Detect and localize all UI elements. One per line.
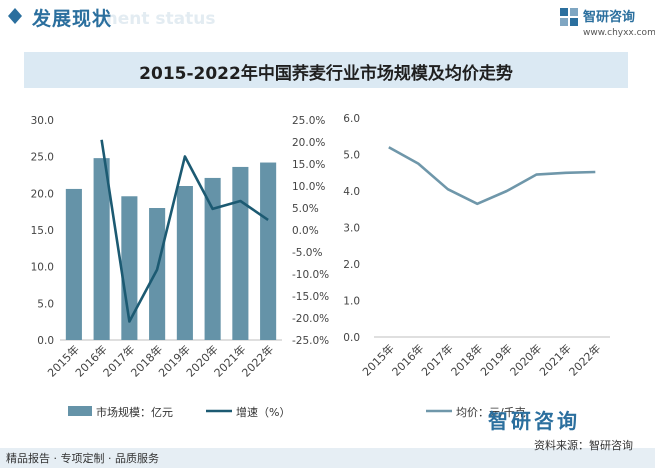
bar-market-size — [260, 162, 277, 340]
legend-label-growth: 增速（%） — [236, 406, 291, 419]
price-chart: 0.0 1.0 2.0 3.0 4.0 5.0 6.0 2015年2016年2017年2018… — [343, 113, 610, 379]
legend-label-market-size: 市场规模：亿元 — [96, 406, 173, 419]
brand-name: 智研咨询 — [583, 10, 636, 25]
bar-market-size — [176, 186, 193, 340]
page-title: 发展现状 — [32, 8, 113, 30]
bar-market-size — [93, 158, 110, 340]
y-right-tick-label: -20.0% — [292, 313, 329, 325]
y-tick-label: 1.0 — [343, 296, 360, 308]
price-line — [388, 146, 596, 206]
bar-market-size — [121, 196, 138, 340]
y-left-tick-label: 5.0 — [37, 298, 54, 310]
y-left-tick-label: 15.0 — [31, 225, 54, 237]
brand-url: www.chyxx.com — [583, 28, 655, 38]
y-right-tick-label: 15.0% — [292, 159, 325, 171]
x-tick-label: 2015年 — [359, 341, 396, 378]
brand-logo-icon — [560, 8, 578, 26]
bar-market-size — [149, 208, 166, 340]
x-tick-label: 2017年 — [418, 341, 455, 378]
y-right-tick-label: 25.0% — [292, 115, 325, 127]
growth-rate-line — [100, 139, 269, 323]
legend-swatch-growth — [206, 409, 232, 413]
x-tick-label: 2018年 — [448, 341, 485, 378]
y-left-tick-label: 25.0 — [31, 152, 54, 164]
y-left-tick-label: 30.0 — [31, 115, 54, 127]
diamond-icon — [8, 8, 22, 24]
footer-slogan: 精品报告 · 专项定制 · 品质服务 — [6, 452, 159, 465]
x-tick-label: 2016年 — [389, 341, 426, 378]
x-tick-label: 2021年 — [536, 341, 573, 378]
y-right-tick-label: -15.0% — [292, 291, 329, 303]
y-tick-label: 4.0 — [343, 186, 360, 198]
x-tick-label: 2022年 — [239, 342, 276, 379]
market-size-chart: 0.0 5.0 10.0 15.0 20.0 25.0 30.0 -25.0% -20.0% -1… — [31, 115, 330, 380]
source-note: 资料来源：智研咨询 — [534, 439, 633, 452]
x-tick-label: 2019年 — [477, 341, 514, 378]
y-tick-label: 5.0 — [343, 150, 360, 162]
y-right-tick-label: 0.0% — [292, 225, 319, 237]
y-right-tick-label: -5.0% — [292, 247, 322, 259]
legend-swatch-bar — [68, 406, 92, 416]
chart-title-box — [24, 52, 628, 88]
y-tick-label: 3.0 — [343, 223, 360, 235]
header-ghost-text: ment status — [100, 9, 216, 29]
y-tick-label: 2.0 — [343, 259, 360, 271]
legend-label-price: 均价：元/千克 — [456, 406, 526, 419]
y-right-tick-label: -10.0% — [292, 269, 329, 281]
y-left-tick-label: 20.0 — [31, 188, 54, 200]
bar-market-size — [232, 166, 249, 340]
bar-market-size — [65, 188, 82, 340]
y-right-tick-label: 20.0% — [292, 137, 325, 149]
x-tick-label: 2022年 — [566, 341, 603, 378]
x-tick-label: 2020年 — [507, 341, 544, 378]
y-tick-label: 0.0 — [343, 332, 360, 344]
chart-title: 2015-2022年中国荞麦行业市场规模及均价走势 — [139, 64, 513, 84]
footer-bar — [0, 448, 655, 468]
y-right-tick-label: -25.0% — [292, 335, 329, 347]
y-tick-label: 6.0 — [343, 113, 360, 125]
brand-logo-text: 智研咨询 — [488, 409, 580, 433]
y-left-tick-label: 10.0 — [31, 262, 54, 274]
bar-market-size — [204, 177, 221, 340]
y-right-tick-label: 10.0% — [292, 181, 325, 193]
y-right-tick-label: 5.0% — [292, 203, 319, 215]
y-left-tick-label: 0.0 — [37, 335, 54, 347]
legend-swatch-price — [426, 409, 452, 413]
